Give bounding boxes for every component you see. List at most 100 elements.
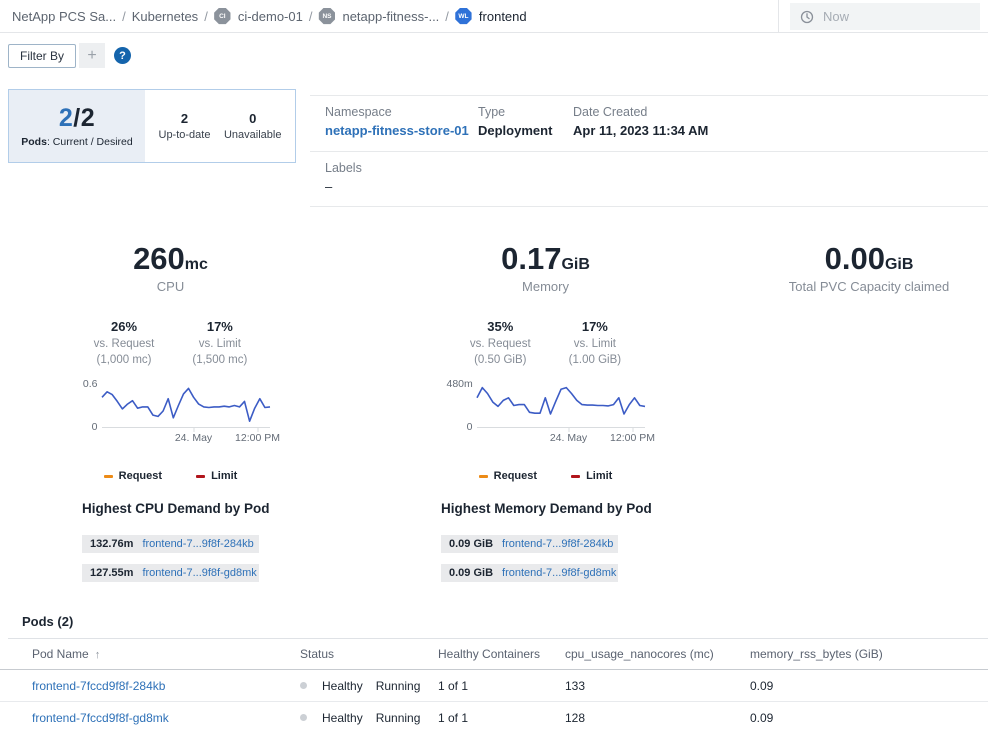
type-label: Type	[478, 105, 573, 119]
legend-request-label: Request	[119, 470, 162, 482]
memory-vs-request-detail: (0.50 GiB)	[470, 353, 531, 369]
legend-limit: Limit	[571, 470, 612, 482]
cpu-vs-limit-pct: 17%	[192, 319, 247, 334]
memory-vs-request-label: vs. Request	[470, 337, 531, 353]
type-value: Deployment	[478, 123, 573, 138]
cpu-vs-request: 26% vs. Request (1,000 mc)	[94, 319, 155, 368]
request-dash-icon	[479, 475, 488, 478]
health-status: Healthy	[322, 679, 363, 693]
date-created-label: Date Created	[573, 105, 708, 119]
limit-dash-icon	[196, 475, 205, 478]
column-header-status[interactable]: Status	[300, 647, 438, 661]
cpu-chart-xtick-1: 24. May	[175, 432, 212, 444]
memory-chart-legend: Request Limit	[428, 470, 663, 482]
add-filter-icon[interactable]: +	[79, 43, 105, 68]
namespace-label: Namespace	[325, 105, 478, 119]
namespace-link[interactable]: netapp-fitness-store-01	[325, 123, 478, 138]
breadcrumb-item-root[interactable]: NetApp PCS Sa...	[12, 9, 116, 24]
pvc-metric-panel: 0.00GiB Total PVC Capacity claimed	[750, 243, 988, 294]
cpu-demand-pod-link[interactable]: frontend-7...9f8f-gd8mk	[142, 567, 256, 579]
unavailable-value: 0	[224, 111, 281, 126]
breadcrumb-separator: /	[309, 9, 313, 24]
pvc-current-value: 0.00GiB	[750, 243, 988, 274]
healthy-containers-value: 1 of 1	[438, 711, 565, 725]
topbar-divider	[778, 0, 779, 32]
pods-desired-value: /2	[73, 104, 95, 132]
cpu-demand-value: 127.55m	[90, 567, 133, 579]
deployment-details: Namespace netapp-fitness-store-01 Type D…	[310, 95, 988, 207]
cpu-unit: mc	[185, 256, 208, 273]
healthy-containers-value: 1 of 1	[438, 679, 565, 693]
request-dash-icon	[104, 475, 113, 478]
run-state: Running	[376, 679, 421, 693]
memory-rss-value: 0.09	[750, 679, 988, 693]
cpu-usage-chart: 0.6 0 24. May 12:00 PM	[72, 381, 270, 447]
highest-memory-demand-title: Highest Memory Demand by Pod	[441, 501, 691, 516]
memory-demand-pod-link[interactable]: frontend-7...9f8f-284kb	[502, 538, 613, 550]
breadcrumb-item-kubernetes[interactable]: Kubernetes	[132, 9, 199, 24]
column-header-cpu-usage[interactable]: cpu_usage_nanocores (mc)	[565, 647, 750, 661]
memory-vs-request-pct: 35%	[470, 319, 531, 334]
legend-request: Request	[479, 470, 537, 482]
pods-summary-stats: 2 Up-to-date 0 Unavailable	[145, 90, 295, 162]
pod-name-link[interactable]: frontend-7fccd9f8f-gd8mk	[32, 711, 169, 725]
table-row: frontend-7fccd9f8f-284kb Healthy Running…	[0, 670, 988, 702]
run-state: Running	[376, 711, 421, 725]
memory-demand-row: 0.09 GiB frontend-7...9f8f-gd8mk	[441, 564, 618, 582]
page-title: frontend	[479, 9, 527, 24]
filter-by-button[interactable]: Filter By	[8, 44, 76, 68]
cpu-vs-limit-detail: (1,500 mc)	[192, 353, 247, 369]
pods-table-header: Pod Name ↑ Status Healthy Containers cpu_…	[0, 639, 988, 670]
legend-request-label: Request	[494, 470, 537, 482]
cpu-chart-plot	[102, 381, 270, 433]
help-icon[interactable]: ?	[114, 47, 131, 64]
cpu-vs-limit-label: vs. Limit	[192, 337, 247, 353]
status-cell: Healthy Running	[300, 679, 438, 693]
column-header-pod-name[interactable]: Pod Name ↑	[32, 647, 300, 661]
health-status: Healthy	[322, 711, 363, 725]
cpu-chart-xtick-2: 12:00 PM	[235, 432, 280, 444]
pod-name-header-label: Pod Name	[32, 647, 89, 661]
labels-label: Labels	[325, 161, 988, 175]
cpu-label: CPU	[58, 279, 283, 294]
table-row: frontend-7fccd9f8f-gd8mk Healthy Running…	[0, 702, 988, 731]
memory-demand-row: 0.09 GiB frontend-7...9f8f-284kb	[441, 535, 618, 553]
cpu-chart-legend: Request Limit	[58, 470, 283, 482]
pods-summary-card: 2/2 Pods: Current / Desired 2 Up-to-date…	[8, 89, 296, 163]
cluster-icon: CI	[214, 8, 231, 25]
cpu-usage-value: 133	[565, 679, 750, 693]
pods-ratio-caption: Pods: Current / Desired	[21, 136, 132, 148]
namespace-icon: NS	[318, 8, 335, 25]
labels-field: Labels –	[310, 152, 988, 207]
breadcrumb-item-namespace[interactable]: NS netapp-fitness-...	[318, 8, 439, 25]
cpu-demand-pod-link[interactable]: frontend-7...9f8f-284kb	[142, 538, 253, 550]
up-to-date-stat: 2 Up-to-date	[159, 111, 211, 141]
memory-vs-limit-label: vs. Limit	[569, 337, 621, 353]
sort-ascending-icon[interactable]: ↑	[95, 649, 101, 661]
breadcrumb-item-cluster[interactable]: CI ci-demo-01	[214, 8, 303, 25]
workload-icon: WL	[455, 8, 472, 25]
date-created-field: Date Created Apr 11, 2023 11:34 AM	[573, 105, 708, 138]
date-created-value: Apr 11, 2023 11:34 AM	[573, 123, 708, 138]
breadcrumb-separator: /	[445, 9, 449, 24]
pvc-unit: GiB	[885, 256, 913, 273]
pods-table-title: Pods (2)	[22, 614, 988, 629]
legend-limit: Limit	[196, 470, 237, 482]
cpu-vs-request-label: vs. Request	[94, 337, 155, 353]
cpu-current-value: 260mc	[58, 243, 283, 274]
clock-icon	[800, 10, 814, 24]
time-range-selector[interactable]: Now	[790, 3, 980, 30]
pods-table-section: Pods (2) Pod Name ↑ Status Healthy Contai…	[0, 605, 988, 731]
time-range-value: Now	[823, 9, 849, 24]
details-row-1: Namespace netapp-fitness-store-01 Type D…	[310, 95, 988, 152]
memory-unit: GiB	[561, 256, 589, 273]
memory-demand-pod-link[interactable]: frontend-7...9f8f-gd8mk	[502, 567, 616, 579]
column-header-memory-rss[interactable]: memory_rss_bytes (GiB)	[750, 647, 988, 661]
namespace-field: Namespace netapp-fitness-store-01	[325, 105, 478, 138]
breadcrumb-item-workload: WL frontend	[455, 8, 527, 25]
legend-limit-label: Limit	[586, 470, 612, 482]
pod-name-link[interactable]: frontend-7fccd9f8f-284kb	[32, 679, 165, 693]
status-cell: Healthy Running	[300, 711, 438, 725]
cpu-metric-panel: 260mc CPU 26% vs. Request (1,000 mc) 17%…	[58, 243, 283, 482]
column-header-healthy-containers[interactable]: Healthy Containers	[438, 647, 565, 661]
